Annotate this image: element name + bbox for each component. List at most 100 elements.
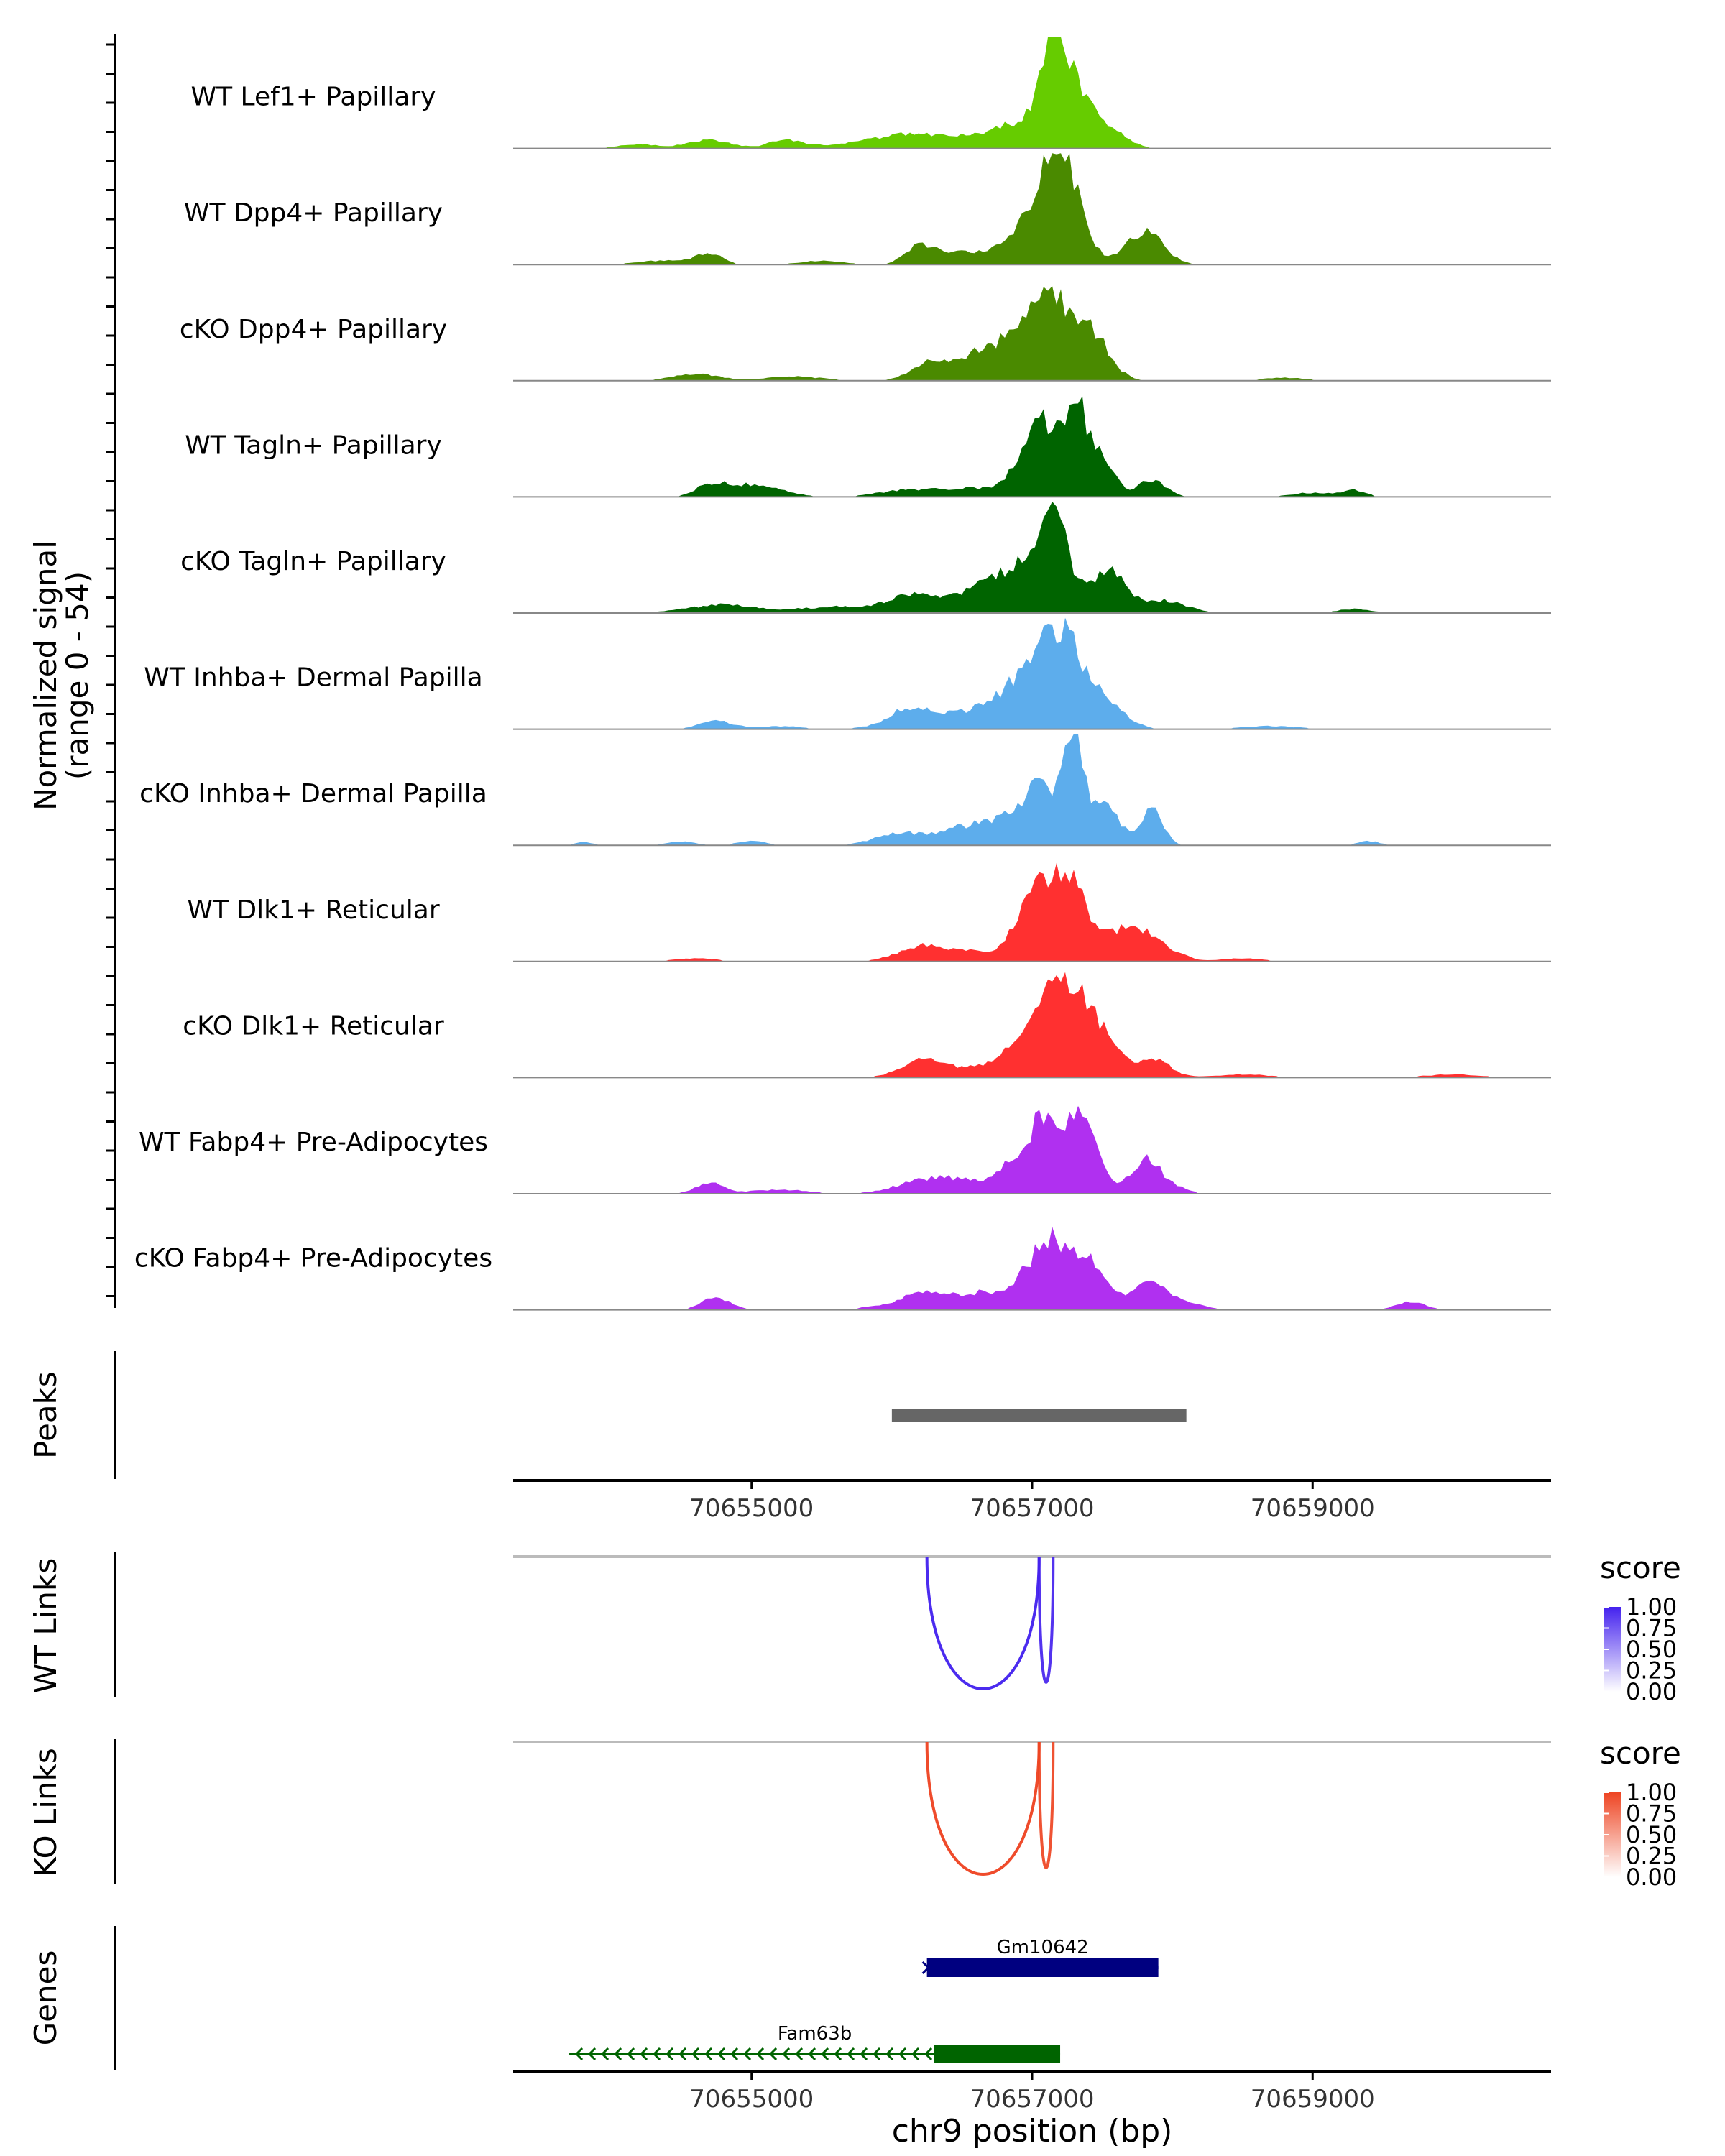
position-axis-top-ticks: 70655000 70657000 70659000: [689, 1480, 1375, 1523]
track-area: [513, 862, 1551, 962]
legend-tick-label: 0.50: [1626, 1821, 1677, 1848]
track-label: WT Tagln+ Papillary: [185, 430, 442, 460]
gene-exon: [934, 2045, 1061, 2063]
strand-chevron: [704, 2047, 713, 2061]
track-cko-tagln-papillary: cKO Tagln+ Papillary: [180, 502, 1551, 614]
legend-tick-label: 0.00: [1626, 1864, 1677, 1891]
position-axis-bottom-ticks: 70655000 70657000 70659000: [689, 2071, 1375, 2114]
strand-chevron: [678, 2047, 687, 2061]
position-axis-top-tick-label: 70659000: [1251, 1494, 1375, 1523]
track-label: WT Dpp4+ Papillary: [184, 198, 443, 228]
track-area: [513, 153, 1551, 265]
strand-chevron: [600, 2047, 610, 2061]
strand-chevron: [794, 2047, 804, 2061]
ko-links-label: KO Links: [28, 1748, 63, 1877]
legend-tick-label: 0.75: [1626, 1800, 1677, 1828]
strand-chevron: [872, 2047, 881, 2061]
genes-label: Genes: [28, 1950, 63, 2046]
wt-links-label: WT Links: [28, 1558, 63, 1693]
strand-chevron: [833, 2047, 842, 2061]
link-arc: [1037, 1741, 1055, 1869]
position-axis-bottom-tick-label: 70657000: [970, 2085, 1094, 2114]
strand-chevron: [781, 2047, 791, 2061]
legend-title: score: [1600, 1736, 1681, 1771]
track-wt-lef1-papillary: WT Lef1+ Papillary: [191, 37, 1551, 149]
strand-chevron: [639, 2047, 648, 2061]
coverage-tracks: WT Lef1+ Papillary WT Dpp4+ Papillary cKO …: [134, 37, 1551, 1311]
coverage-ylabel: Normalized signal: [28, 540, 63, 811]
track-area: [513, 1105, 1551, 1194]
track-label: cKO Dpp4+ Papillary: [180, 315, 447, 344]
gene-gm10642: Gm10642: [921, 1937, 1159, 1977]
track-label: cKO Inhba+ Dermal Papilla: [139, 779, 487, 808]
wt-links-arcs: [513, 1555, 1551, 1690]
gene-fam63b: Fam63b: [569, 2023, 1061, 2063]
peak-regions: [891, 1409, 1187, 1422]
strand-chevron: [574, 2047, 584, 2061]
track-area: [513, 37, 1551, 149]
legend-tick-label: 0.25: [1626, 1843, 1677, 1870]
gene-label: Fam63b: [778, 2023, 852, 2045]
track-area: [513, 286, 1551, 381]
legend-tick-label: 0.50: [1626, 1636, 1677, 1663]
track-area: [513, 972, 1551, 1078]
track-area: [513, 396, 1551, 497]
legend-tick-label: 1.00: [1626, 1593, 1677, 1621]
track-wt-tagln-papillary: WT Tagln+ Papillary: [185, 396, 1551, 498]
track-label: cKO Fabp4+ Pre-Adipocytes: [134, 1244, 492, 1273]
strand-chevron: [911, 2047, 920, 2061]
coverage-ylabel-sub: (range 0 - 54): [60, 571, 95, 780]
strand-chevron: [820, 2047, 829, 2061]
legend-tick-label: 0.25: [1626, 1657, 1677, 1685]
strand-chevron: [742, 2047, 752, 2061]
legend-title: score: [1600, 1550, 1681, 1585]
track-area: [513, 734, 1551, 846]
track-label: cKO Dlk1+ Reticular: [183, 1011, 444, 1041]
peaks-label: Peaks: [28, 1371, 63, 1459]
strand-chevron: [613, 2047, 622, 2061]
peak-region: [891, 1409, 1187, 1422]
strand-chevron: [717, 2047, 726, 2061]
ko-links-legend: score 1.000.750.500.250.00: [1600, 1736, 1681, 1891]
strand-chevron: [885, 2047, 894, 2061]
link-arc: [925, 1741, 1041, 1876]
track-cko-inhba-dermal-papilla: cKO Inhba+ Dermal Papilla: [139, 734, 1551, 847]
link-arc: [1037, 1556, 1055, 1684]
strand-chevron: [626, 2047, 635, 2061]
track-wt-dlk1-reticular: WT Dlk1+ Reticular: [187, 862, 1551, 962]
strand-chevron: [807, 2047, 816, 2061]
strand-chevron: [730, 2047, 739, 2061]
track-area: [513, 1226, 1551, 1310]
strand-chevron: [859, 2047, 868, 2061]
legend-tick-label: 0.75: [1626, 1615, 1677, 1642]
track-cko-dpp4-papillary: cKO Dpp4+ Papillary: [180, 286, 1551, 382]
strand-chevron: [665, 2047, 674, 2061]
ko-links-arcs: [513, 1741, 1551, 1876]
strand-chevron: [755, 2047, 765, 2061]
position-axis-top-tick-label: 70657000: [970, 1494, 1094, 1523]
track-label: WT Inhba+ Dermal Papilla: [144, 663, 482, 693]
track-area: [513, 617, 1551, 729]
strand-chevron: [587, 2047, 597, 2061]
track-wt-dpp4-papillary: WT Dpp4+ Papillary: [184, 153, 1551, 266]
gene-exon: [926, 1958, 1159, 1977]
track-label: cKO Tagln+ Papillary: [180, 547, 446, 576]
track-area: [513, 502, 1551, 613]
position-axis-bottom-tick-label: 70655000: [689, 2085, 814, 2114]
legend-tick-label: 1.00: [1626, 1779, 1677, 1806]
track-cko-fabp4-pre-adipocytes: cKO Fabp4+ Pre-Adipocytes: [134, 1226, 1551, 1311]
strand-chevron: [652, 2047, 661, 2061]
strand-chevron: [846, 2047, 855, 2061]
track-wt-inhba-dermal-papilla: WT Inhba+ Dermal Papilla: [144, 617, 1551, 730]
coverage-y-ticks: [106, 43, 115, 1297]
track-cko-dlk1-reticular: cKO Dlk1+ Reticular: [183, 972, 1551, 1079]
x-axis-label: chr9 position (bp): [892, 2113, 1173, 2150]
link-arc: [925, 1556, 1041, 1690]
track-label: WT Fabp4+ Pre-Adipocytes: [139, 1128, 488, 1157]
track-label: WT Lef1+ Papillary: [191, 83, 436, 112]
track-wt-fabp4-pre-adipocytes: WT Fabp4+ Pre-Adipocytes: [139, 1105, 1551, 1194]
track-label: WT Dlk1+ Reticular: [187, 895, 439, 925]
gene-label: Gm10642: [997, 1937, 1089, 1958]
strand-chevron: [898, 2047, 907, 2061]
